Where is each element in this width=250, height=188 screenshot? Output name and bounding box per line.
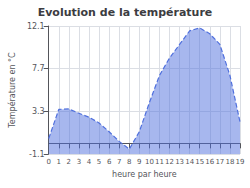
- svg-text:6: 6: [107, 158, 112, 166]
- svg-text:3.3: 3.3: [32, 107, 45, 116]
- svg-text:heure par heure: heure par heure: [112, 170, 177, 179]
- svg-text:19: 19: [236, 158, 245, 166]
- svg-text:12: 12: [165, 158, 174, 166]
- svg-text:-1.1: -1.1: [29, 150, 45, 159]
- svg-text:4: 4: [87, 158, 92, 166]
- svg-text:8: 8: [127, 158, 131, 166]
- svg-text:13: 13: [175, 158, 184, 166]
- svg-text:7: 7: [117, 158, 121, 166]
- svg-text:0: 0: [46, 158, 50, 166]
- svg-text:15: 15: [195, 158, 204, 166]
- svg-text:18: 18: [225, 158, 234, 166]
- svg-text:1: 1: [57, 158, 61, 166]
- svg-text:2: 2: [67, 158, 71, 166]
- svg-text:9: 9: [137, 158, 141, 166]
- svg-text:7.7: 7.7: [32, 64, 45, 73]
- svg-text:Evolution de la température: Evolution de la température: [38, 6, 213, 19]
- svg-text:17: 17: [215, 158, 224, 166]
- svg-text:3: 3: [77, 158, 81, 166]
- svg-text:11: 11: [155, 158, 164, 166]
- svg-text:12.1: 12.1: [27, 22, 45, 31]
- svg-text:5: 5: [97, 158, 101, 166]
- svg-text:16: 16: [205, 158, 214, 166]
- svg-text:14: 14: [185, 158, 194, 166]
- svg-text:Température en °C: Température en °C: [7, 52, 17, 129]
- svg-text:10: 10: [145, 158, 154, 166]
